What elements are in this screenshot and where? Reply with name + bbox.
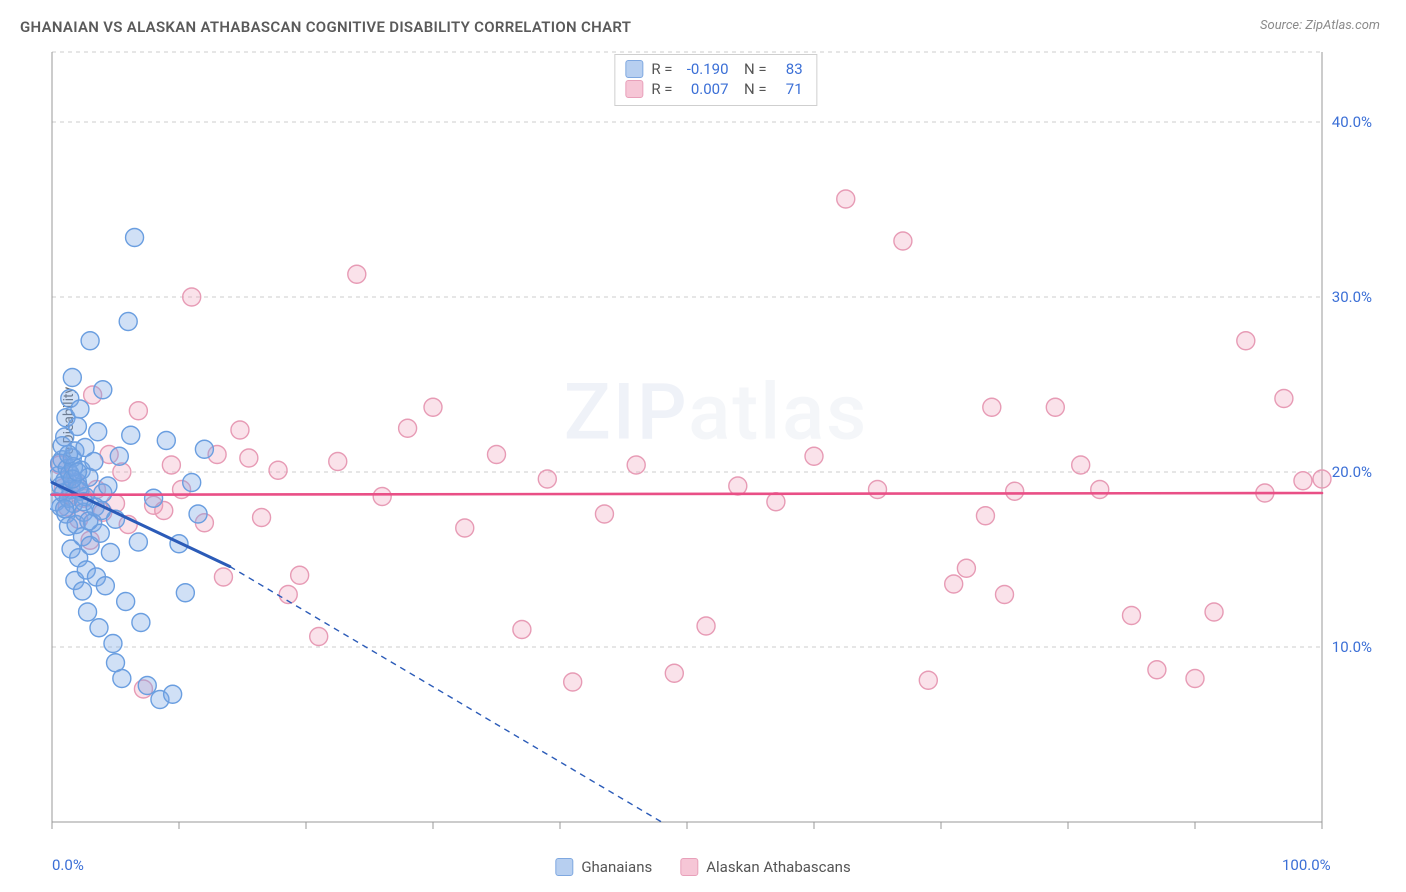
correlation-row-2: R = 0.007 N = 71 xyxy=(625,79,802,99)
n-value-1: 83 xyxy=(775,60,803,78)
r-label-2: R = xyxy=(651,80,672,98)
correlation-legend: R = -0.190 N = 83 R = 0.007 N = 71 xyxy=(614,54,817,106)
r-value-1: -0.190 xyxy=(681,60,729,78)
source-attribution: Source: ZipAtlas.com xyxy=(1260,18,1380,33)
n-label-2: N = xyxy=(737,80,767,98)
y-tick-label: 40.0% xyxy=(1332,113,1372,131)
legend-swatch-bottom-athabascans xyxy=(680,858,698,876)
chart-title: GHANAIAN VS ALASKAN ATHABASCAN COGNITIVE… xyxy=(20,18,631,36)
legend-label-athabascans: Alaskan Athabascans xyxy=(706,858,850,876)
y-tick-label: 10.0% xyxy=(1332,638,1372,656)
x-min-label: 0.0% xyxy=(52,856,84,874)
x-max-label: 100.0% xyxy=(1282,856,1331,874)
n-value-2: 71 xyxy=(775,80,803,98)
legend-swatch-bottom-ghanaians xyxy=(555,858,573,876)
scatter-plot-svg xyxy=(50,48,1382,842)
legend-swatch-ghanaians xyxy=(625,60,643,78)
r-value-2: 0.007 xyxy=(681,80,729,98)
legend-label-ghanaians: Ghanaians xyxy=(581,858,652,876)
legend-item-ghanaians: Ghanaians xyxy=(555,858,652,876)
n-label: N = xyxy=(737,60,767,78)
legend-swatch-athabascans xyxy=(625,80,643,98)
chart-container: GHANAIAN VS ALASKAN ATHABASCAN COGNITIVE… xyxy=(0,0,1406,892)
series-alaskan-athabascans xyxy=(51,190,1331,698)
r-label: R = xyxy=(651,60,672,78)
legend-item-athabascans: Alaskan Athabascans xyxy=(680,858,850,876)
correlation-row-1: R = -0.190 N = 83 xyxy=(625,59,802,79)
plot-area: ZIPatlas R = -0.190 N = 83 R = 0.007 N =… xyxy=(50,48,1382,842)
series-legend: Ghanaians Alaskan Athabascans xyxy=(555,858,850,876)
y-tick-label: 20.0% xyxy=(1332,463,1372,481)
y-tick-label: 30.0% xyxy=(1332,288,1372,306)
